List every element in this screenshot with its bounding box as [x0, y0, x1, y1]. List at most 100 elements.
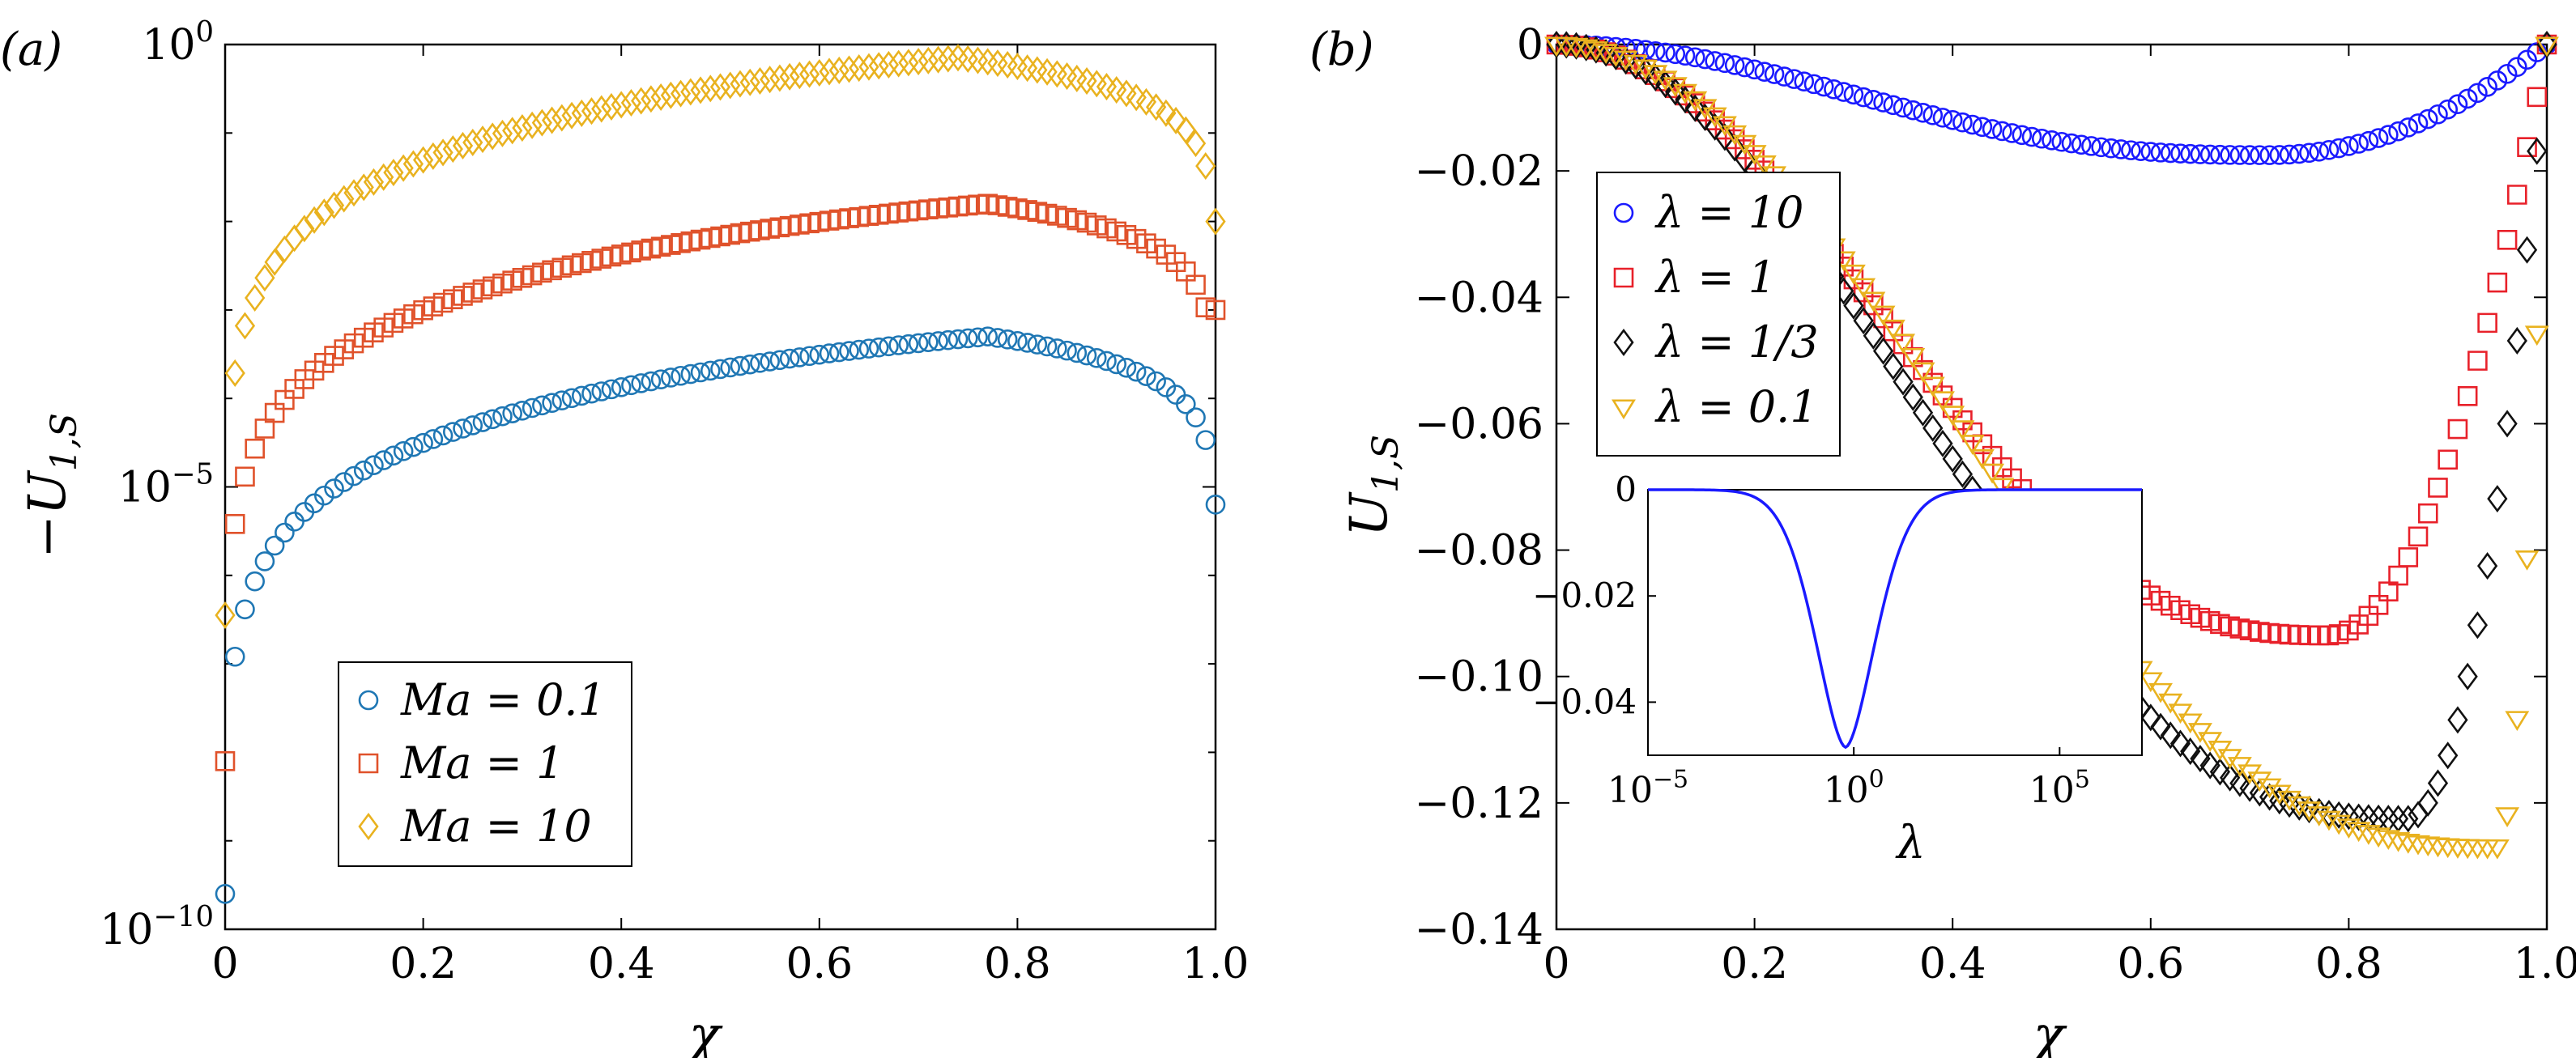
panel-b-ticks: 0 0.2 0.4 0.6 0.8 1.00−0.02−0.04−0.06−0.08−0.…	[1415, 21, 2576, 988]
a-point-circle	[224, 646, 245, 667]
b-point-triangle-down	[2514, 550, 2540, 571]
a-point-diamond	[700, 74, 721, 103]
a-point-circle	[760, 351, 780, 372]
a-point-square	[571, 253, 592, 274]
b-point-diamond	[1902, 383, 1923, 411]
panel-b-x-label: χ	[2030, 1005, 2067, 1058]
a-point-diamond	[769, 64, 790, 92]
b-point-circle	[1972, 117, 1993, 138]
a-x-tick-label: 0.6	[786, 940, 853, 988]
a-point-square	[997, 197, 1018, 217]
b-point-triangle-down	[2346, 822, 2371, 843]
a-y-tick-label: 10−10	[100, 900, 214, 954]
a-point-diamond	[294, 215, 315, 243]
b-point-circle	[2457, 88, 2478, 109]
a-point-diamond	[709, 73, 731, 101]
b-point-circle	[2487, 70, 2508, 91]
b-y-tick-label: −0.12	[1415, 780, 1543, 828]
a-point-circle	[413, 432, 433, 453]
a-point-circle	[611, 377, 632, 397]
a-point-square	[760, 219, 780, 239]
b-point-diamond	[1863, 321, 1884, 350]
a-point-square	[641, 238, 662, 259]
a-point-square	[591, 249, 612, 269]
b-point-square	[2239, 620, 2260, 641]
b-point-circle	[2477, 76, 2497, 97]
b-point-circle	[1714, 53, 1735, 74]
a-point-diamond	[690, 76, 711, 104]
a-point-circle	[661, 368, 681, 388]
b-point-circle	[2348, 134, 2369, 154]
a-point-diamond	[1195, 152, 1216, 181]
b-point-circle	[2229, 145, 2250, 165]
a-point-circle	[284, 512, 304, 532]
a-point-circle	[710, 359, 730, 380]
a-point-square	[432, 292, 453, 313]
a-point-diamond	[809, 58, 830, 87]
a-point-diamond	[462, 128, 483, 157]
a-point-circle	[245, 571, 265, 592]
b-point-triangle-down	[2148, 682, 2173, 703]
a-point-circle	[790, 347, 810, 368]
b-point-diamond	[2169, 729, 2191, 758]
a-point-square	[611, 244, 632, 265]
a-point-circle	[334, 472, 355, 492]
b-point-square	[2398, 547, 2419, 567]
b-point-circle	[2447, 94, 2468, 115]
a-legend-entry: Ma = 10	[400, 801, 592, 852]
a-point-circle	[671, 365, 691, 386]
a-point-circle	[1007, 331, 1028, 351]
a-point-circle	[819, 343, 840, 363]
a-point-circle	[551, 390, 573, 411]
a-point-diamond	[798, 60, 820, 88]
b-point-square	[1695, 101, 1715, 122]
a-point-square	[1186, 274, 1206, 295]
a-point-circle	[324, 478, 344, 499]
a-point-diamond	[224, 359, 245, 388]
inset-x-tick-label: 100	[1824, 766, 1884, 811]
a-point-square	[1037, 203, 1058, 224]
b-point-circle	[2190, 144, 2211, 164]
b-x-tick-label: 0.4	[1919, 940, 1986, 988]
a-point-diamond	[393, 154, 414, 182]
b-point-triangle-down	[1653, 70, 1678, 91]
a-point-square	[512, 268, 533, 288]
a-point-circle	[650, 369, 671, 390]
b-point-circle	[1853, 87, 1874, 108]
b-point-circle	[2002, 123, 2022, 143]
a-point-diamond	[868, 52, 889, 80]
a-point-square	[373, 317, 394, 338]
a-point-diamond	[512, 113, 533, 142]
a-point-square	[650, 236, 671, 257]
a-point-square	[502, 270, 522, 291]
b-point-triangle-down	[1633, 59, 1658, 80]
a-point-diamond	[571, 99, 592, 127]
b-point-triangle-down	[2386, 831, 2411, 852]
panel-a-ticks: 0 0.2 0.4 0.6 0.8 1.0 10−10 10−5 100	[100, 15, 1249, 988]
b-point-triangle-down	[1901, 347, 1926, 368]
b-point-circle	[2328, 138, 2349, 159]
a-point-circle	[1017, 333, 1037, 353]
a-point-square	[868, 204, 889, 225]
a-point-diamond	[898, 49, 919, 77]
a-point-square	[1007, 198, 1028, 219]
b-point-triangle-down	[1950, 420, 1975, 440]
a-point-circle	[393, 441, 414, 461]
inset-ticks: 10−5 100 105 0 −0.02 −0.04	[1532, 470, 2090, 811]
a-point-circle	[720, 357, 741, 378]
a-y-tick-label: 10−5	[118, 458, 214, 512]
b-y-tick-label: −0.04	[1415, 274, 1543, 322]
b-point-triangle-down	[2535, 36, 2559, 57]
a-point-square	[581, 250, 602, 271]
a-point-circle	[779, 348, 800, 369]
b-point-diamond	[2438, 741, 2459, 770]
a-point-circle	[888, 335, 909, 355]
a-point-circle	[522, 397, 543, 419]
b-point-triangle-down	[2395, 834, 2421, 854]
b-point-triangle-down	[1594, 44, 1619, 64]
a-point-diamond	[541, 106, 563, 134]
b-point-circle	[1773, 66, 1795, 87]
a-point-diamond	[402, 150, 424, 178]
b-point-triangle-down	[1880, 319, 1905, 340]
b-point-circle	[2259, 145, 2280, 165]
